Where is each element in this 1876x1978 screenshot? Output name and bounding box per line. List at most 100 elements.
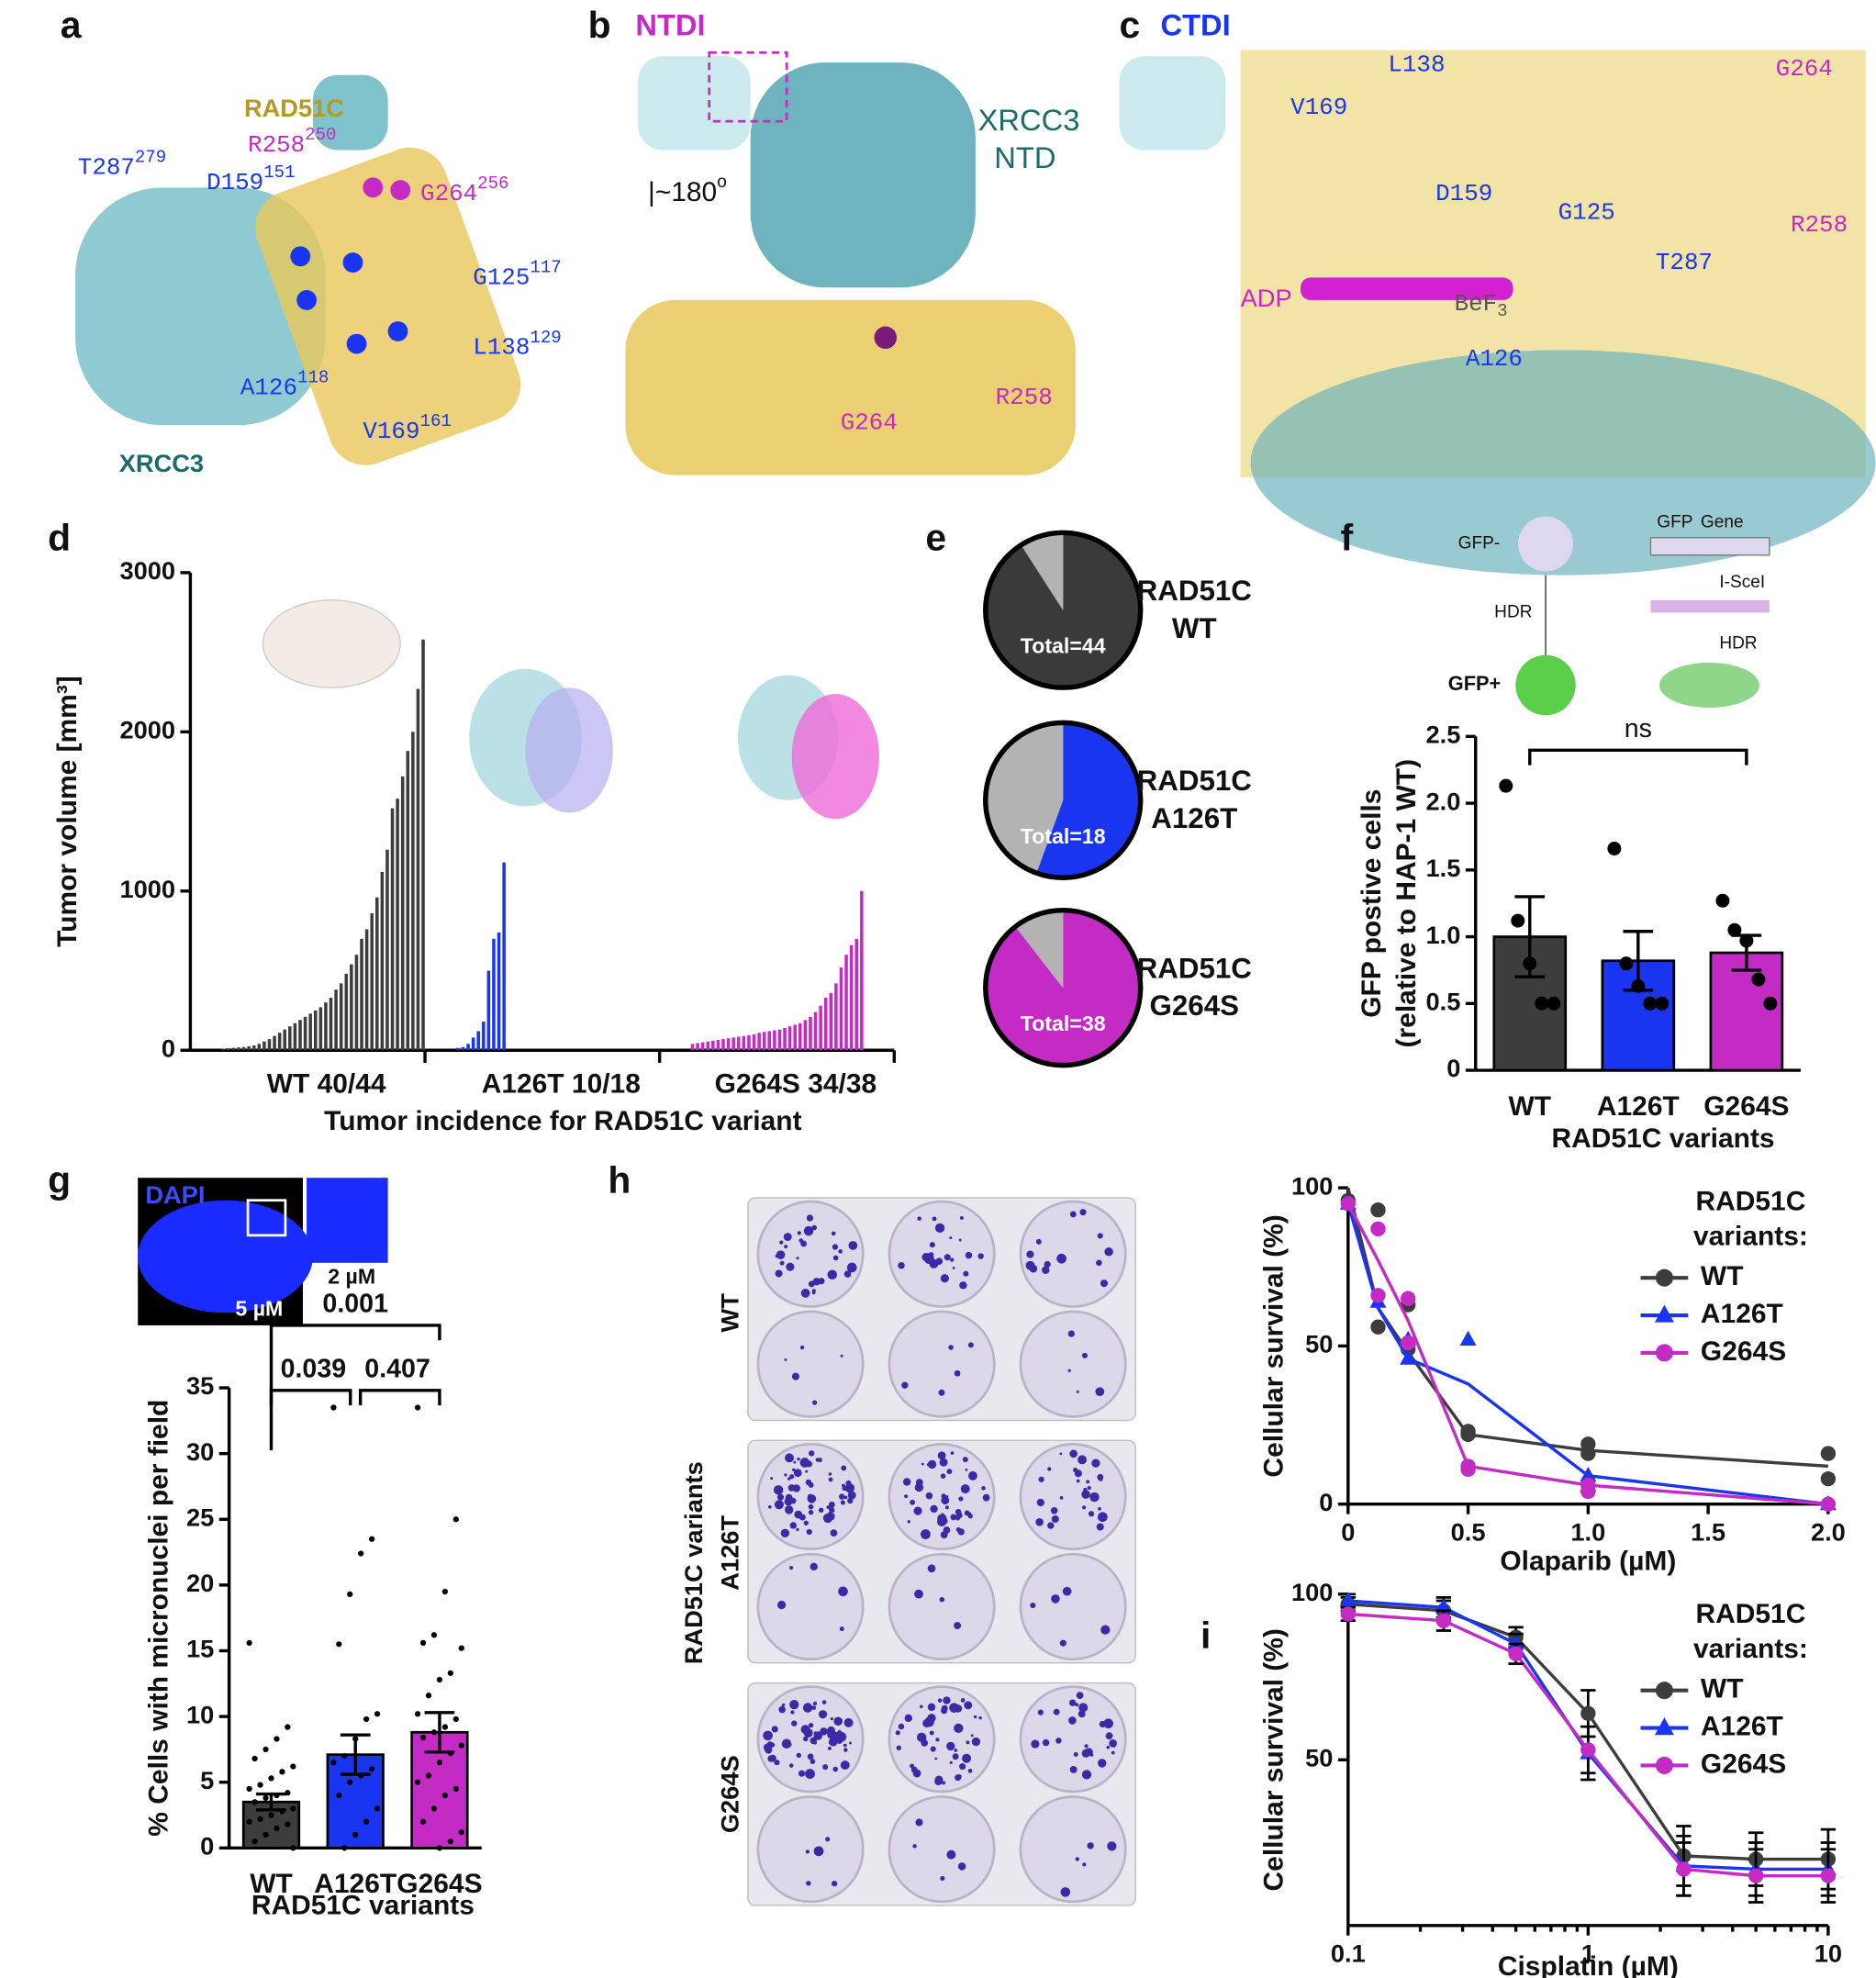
colony — [773, 1485, 784, 1495]
bar — [721, 1039, 725, 1051]
data-point — [1763, 996, 1778, 1011]
data-point — [414, 1779, 421, 1785]
colony — [1044, 1260, 1051, 1268]
schematic-label: HDR — [1719, 634, 1757, 654]
bar — [783, 1027, 787, 1051]
data-point — [262, 1831, 269, 1838]
colony — [1069, 1211, 1077, 1218]
marker — [1507, 1635, 1524, 1650]
colony — [846, 1272, 851, 1278]
schematic-label: GFP- — [1458, 534, 1501, 553]
marker — [1340, 1196, 1356, 1212]
data-point — [452, 1715, 459, 1723]
protein-label: XRCC3 — [978, 103, 1080, 137]
colony — [1111, 1742, 1116, 1748]
y-tick-label: 15 — [186, 1635, 214, 1663]
bar — [854, 938, 859, 1051]
data-point — [251, 1799, 258, 1805]
bar — [823, 998, 828, 1051]
colony — [952, 1266, 955, 1269]
colony — [805, 1849, 810, 1854]
colony — [818, 1507, 824, 1514]
bar — [267, 1039, 272, 1051]
y-tick-label: 1.5 — [1426, 854, 1461, 882]
y-tick-label: 5 — [200, 1766, 214, 1794]
data-point — [285, 1821, 291, 1827]
ligand-label: BeF3 — [1455, 290, 1508, 321]
data-point — [419, 1818, 427, 1825]
colony — [935, 1257, 944, 1266]
y-tick-label: 0 — [1319, 1488, 1333, 1516]
colony — [1081, 1490, 1090, 1499]
data-point — [352, 1736, 359, 1742]
colony — [959, 1215, 964, 1220]
bar — [471, 1037, 475, 1051]
marker — [1400, 1349, 1417, 1365]
colony — [971, 1737, 981, 1747]
data-point — [285, 1724, 291, 1730]
colony — [944, 1254, 951, 1261]
colony — [1073, 1751, 1078, 1757]
comparison-label: 0.407 — [364, 1355, 430, 1384]
y-tick-label: 3000 — [119, 556, 175, 585]
data-point — [441, 1792, 449, 1799]
colony — [913, 1506, 922, 1515]
bar — [221, 1048, 226, 1051]
bar — [819, 1005, 822, 1051]
bar — [283, 1029, 287, 1051]
zoom-box — [246, 1199, 287, 1237]
colony — [826, 1505, 831, 1510]
comparison-bracket — [269, 1389, 352, 1406]
interface-title: CTDI — [1160, 8, 1230, 42]
x-tick-label: 1 — [1581, 1939, 1595, 1968]
thumbnail — [1119, 56, 1226, 151]
colony — [767, 1755, 775, 1762]
colony — [827, 1726, 835, 1735]
colony — [789, 1522, 797, 1529]
colony — [1047, 1467, 1052, 1471]
colony — [954, 1369, 961, 1377]
colony — [962, 1457, 968, 1463]
data-point — [414, 1404, 421, 1411]
residue-sphere — [874, 326, 898, 350]
colony — [1082, 1862, 1087, 1867]
data-point — [347, 1591, 353, 1598]
data-point — [336, 1641, 342, 1648]
residue-sphere — [390, 180, 411, 200]
colony — [771, 1726, 778, 1733]
data-point — [1751, 972, 1766, 987]
colony — [948, 1345, 954, 1350]
colony — [1084, 1771, 1089, 1775]
colony — [1056, 1253, 1066, 1264]
residue-label: G125117 — [473, 258, 561, 292]
pie-total: Total=18 — [1021, 824, 1106, 848]
plate-group-label: RAD51C variants — [679, 1461, 708, 1664]
colony — [1037, 1709, 1044, 1715]
colony — [796, 1752, 801, 1759]
y-tick-label: 0 — [1446, 1054, 1460, 1082]
colony — [930, 1746, 936, 1752]
legend-marker — [1655, 1268, 1673, 1287]
colony — [825, 1837, 831, 1842]
colony-plates — [747, 1197, 1136, 1906]
colony — [940, 1473, 946, 1479]
colony — [1030, 1602, 1036, 1609]
colony — [822, 1764, 829, 1771]
data-point — [274, 1736, 280, 1742]
x-tick-label: WT — [250, 1869, 293, 1899]
colony — [779, 1240, 784, 1245]
colony — [926, 1463, 930, 1467]
marker — [1676, 1861, 1692, 1877]
y-axis-label: GFP postive cells — [1357, 789, 1387, 1018]
residue-sphere — [387, 321, 408, 341]
marker — [1370, 1221, 1386, 1237]
colony — [1103, 1718, 1113, 1729]
y-axis-label: Cellular survival (%) — [1259, 1214, 1290, 1477]
marker — [1820, 1868, 1837, 1883]
bar — [813, 1011, 818, 1051]
colony — [1105, 1732, 1113, 1740]
data-point — [330, 1760, 337, 1766]
colony — [1062, 1586, 1072, 1596]
colony — [833, 1716, 843, 1727]
construct — [1649, 537, 1770, 556]
